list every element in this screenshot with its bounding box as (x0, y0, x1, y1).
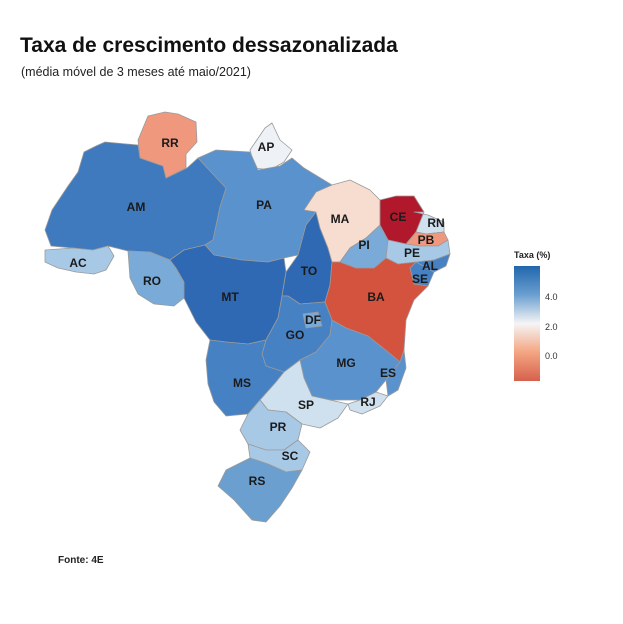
state-DF (302, 311, 323, 329)
label-MA: MA (331, 212, 350, 226)
state-RS (217, 457, 303, 523)
label-RN: RN (427, 216, 444, 230)
map-subtitle: (média móvel de 3 meses até maio/2021) (21, 65, 251, 79)
state-AP (249, 122, 293, 171)
label-GO: GO (286, 328, 305, 342)
legend-tick-4: 4.0 (545, 292, 558, 302)
label-TO: TO (301, 264, 317, 278)
label-PA: PA (256, 198, 272, 212)
label-BA: BA (367, 290, 385, 304)
label-SC: SC (282, 449, 299, 463)
label-RS: RS (249, 474, 266, 488)
state-RJ (347, 391, 389, 415)
label-DF: DF (305, 313, 321, 327)
label-SP: SP (298, 398, 314, 412)
legend-color-bar (514, 266, 540, 381)
label-PI: PI (358, 238, 369, 252)
state-RR (137, 111, 198, 179)
label-CE: CE (390, 210, 407, 224)
map-title: Taxa de crescimento dessazonalizada (20, 34, 398, 57)
label-RR: RR (161, 136, 179, 150)
label-PE: PE (404, 246, 420, 260)
label-AC: AC (69, 256, 87, 270)
label-MG: MG (336, 356, 355, 370)
legend-tick-2: 2.0 (545, 322, 558, 332)
label-SE: SE (412, 272, 428, 286)
label-ES: ES (380, 366, 396, 380)
label-AP: AP (258, 140, 275, 154)
label-AM: AM (127, 200, 146, 214)
label-MS: MS (233, 376, 251, 390)
label-PR: PR (270, 420, 287, 434)
legend-tick-0: 0.0 (545, 351, 558, 361)
label-RO: RO (143, 274, 161, 288)
label-AL: AL (422, 259, 438, 273)
label-RJ: RJ (360, 395, 375, 409)
label-PB: PB (418, 233, 435, 247)
state-AC (44, 245, 115, 275)
source-note: Fonte: 4E (58, 555, 104, 566)
legend-title: Taxa (%) (514, 250, 551, 260)
label-MT: MT (221, 290, 239, 304)
